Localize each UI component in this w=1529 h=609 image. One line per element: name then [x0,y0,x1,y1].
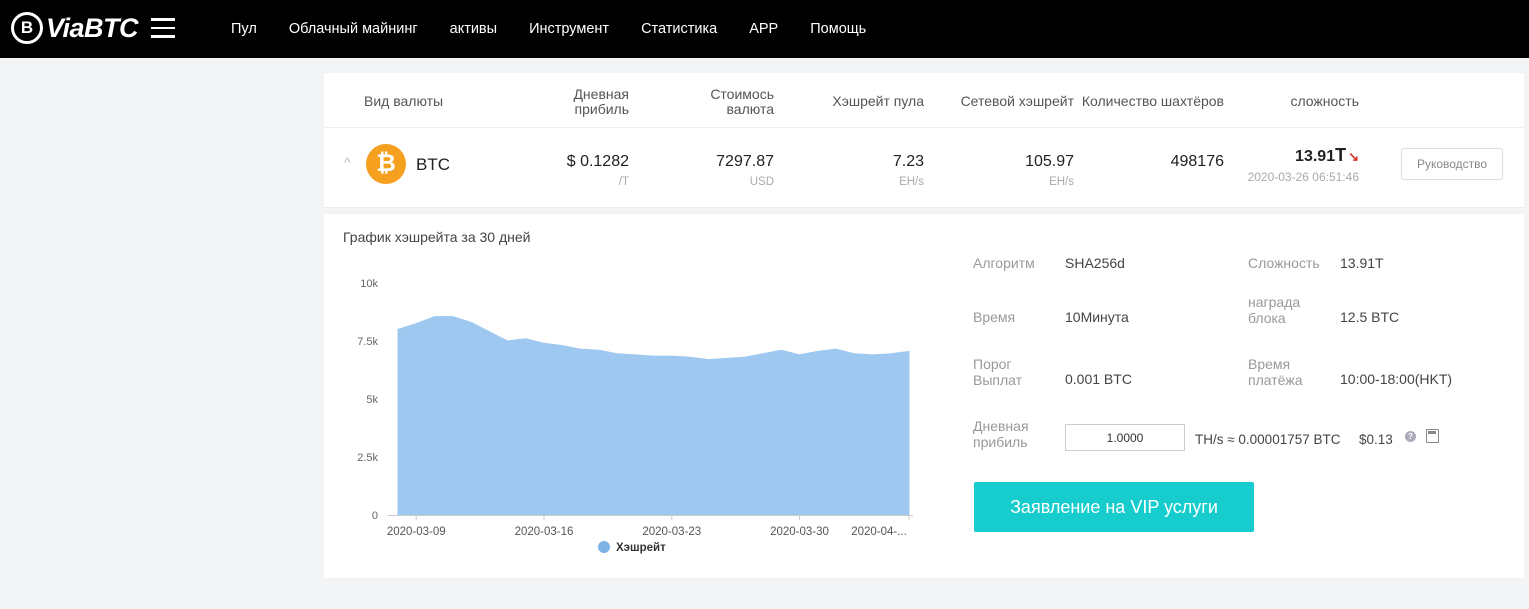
header-network-hashrate: Сетевой хэшрейт [960,93,1074,109]
payout-time-label: Время платёжа [1248,356,1303,388]
logo-mark-icon: B [11,12,43,44]
difficulty-unit: T [1335,145,1347,165]
table-row-btc[interactable]: ^ ₿ BTC $ 0.1282 /T 7297.87 USD 7.23 EH/… [324,128,1524,208]
y-tick-label: 10k [360,278,378,290]
x-tick-label: 2020-03-16 [515,526,574,538]
logo[interactable]: B ViaBTC [11,10,139,46]
y-tick-label: 5k [366,394,378,406]
legend-marker [598,541,610,553]
daily-profit-value: $ 0.1282 [566,153,629,170]
x-tick-label: 2020-04-... [851,526,907,538]
header-pool-hashrate: Хэшрейт пула [832,93,924,109]
algorithm-value: SHA256d [1065,255,1125,271]
price-value: 7297.87 [716,153,774,170]
difficulty-timestamp: 2020-03-26 06:51:46 [1247,170,1359,184]
x-tick-label: 2020-03-09 [387,526,446,538]
difficulty-label: Сложность [1248,255,1320,271]
network-hashrate-unit: EH/s [1049,176,1074,188]
header-miners: Количество шахтёров [1081,93,1224,109]
chart-title: График хэшрейта за 30 дней [343,229,531,245]
difficulty-value: 13.91 [1295,148,1336,165]
calculator-icon[interactable] [1426,429,1439,443]
block-time-value: 10Минута [1065,309,1129,325]
difficulty-display: 13.91T ↘ [1244,145,1359,166]
miners-value: 498176 [1170,153,1224,170]
pool-card: Вид валюты Дневная прибиль Стоимось валю… [324,73,1524,578]
legend-label: Хэшрейт [616,542,666,554]
chevron-up-icon[interactable]: ^ [344,154,351,170]
calc-daily-profit-label: Дневная прибиль [973,418,1029,450]
logo-text: ViaBTC [46,12,139,43]
block-reward-label: награда блока [1248,294,1301,326]
nav-item-cloud-mining[interactable]: Облачный майнинг [288,21,418,37]
coin-name: BTC [416,155,450,174]
network-hashrate-value: 105.97 [1025,153,1074,170]
help-icon[interactable]: ? [1405,431,1416,442]
vip-apply-button[interactable]: Заявление на VIP услуги [974,482,1254,532]
nav-item-statistics[interactable]: Статистика [641,21,718,37]
header-currency: Вид валюты [364,93,444,109]
header-daily-profit: Дневная прибиль [573,86,629,117]
nav-item-tools[interactable]: Инструмент [529,21,610,37]
nav-item-help[interactable]: Помощь [810,21,867,37]
x-tick-label: 2020-03-23 [642,526,701,538]
daily-profit-unit: /T [618,176,629,188]
y-tick-label: 7.5k [357,336,378,348]
hashrate-input[interactable] [1065,424,1185,451]
pool-hashrate-value: 7.23 [892,153,924,170]
main-nav: Пул Облачный майнинг активы Инструмент С… [215,0,882,58]
algorithm-label: Алгоритм [973,255,1035,271]
nav-item-assets[interactable]: активы [449,21,498,37]
trend-down-icon: ↘ [1348,149,1359,164]
hashrate-chart: 0 2.5k 5k 7.5k 10k 2020-03-09 2020-03-16 2020-0… [357,278,913,554]
hashrate-area-series [397,316,910,516]
block-time-label: Время [973,309,1016,325]
y-tick-label: 2.5k [357,452,378,464]
x-tick-label: 2020-03-30 [770,526,829,538]
coin-details-panel: График хэшрейта за 30 дней 0 2.5k 5k 7.5k 10… [324,208,1524,578]
nav-item-app[interactable]: APP [749,21,779,37]
table-header: Вид валюты Дневная прибиль Стоимось валю… [324,73,1524,128]
payout-time-value: 10:00-18:00(HKT) [1340,371,1453,387]
header-price: Стоимось валюта [710,86,774,117]
y-tick-label: 0 [372,510,378,522]
guide-button[interactable]: Руководство [1401,148,1503,180]
payout-threshold-label: Порог Выплат [973,356,1023,388]
pool-hashrate-unit: EH/s [899,176,924,188]
menu-icon[interactable] [151,18,175,38]
difficulty-info-value: 13.91T [1340,255,1384,271]
price-unit: USD [749,176,774,188]
header-difficulty: сложность [1290,93,1359,109]
calc-result: TH/s ≈ 0.00001757 BTC [1195,432,1341,447]
calc-usd-value: $0.13 [1359,432,1393,447]
bitcoin-icon: ₿ [366,144,406,184]
top-navbar: B ViaBTC Пул Облачный майнинг активы Инс… [0,0,1529,58]
block-reward-value: 12.5 BTC [1340,309,1400,325]
nav-item-pool[interactable]: Пул [231,21,257,37]
payout-threshold-value: 0.001 BTC [1065,371,1132,387]
